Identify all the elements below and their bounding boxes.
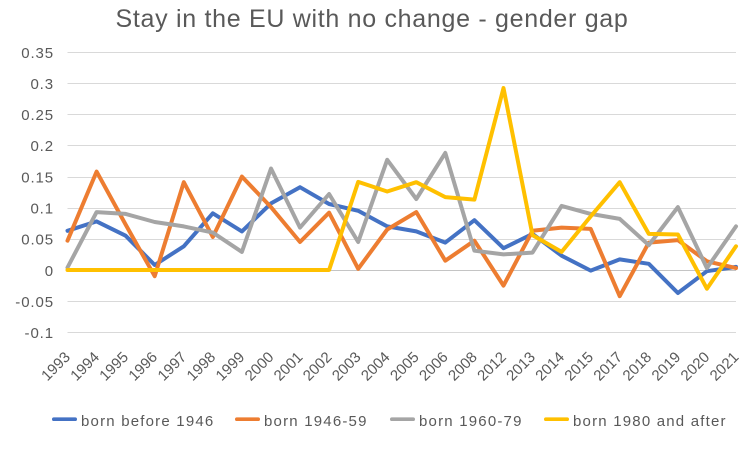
svg-text:-0.1: -0.1 bbox=[25, 325, 54, 342]
svg-text:0.25: 0.25 bbox=[21, 107, 54, 124]
svg-text:0: 0 bbox=[45, 263, 54, 280]
svg-text:born 1980 and after: born 1980 and after bbox=[573, 413, 727, 430]
svg-text:0.1: 0.1 bbox=[30, 201, 54, 218]
svg-text:0.2: 0.2 bbox=[30, 138, 54, 155]
svg-text:0.05: 0.05 bbox=[21, 232, 54, 249]
svg-text:born 1946-59: born 1946-59 bbox=[264, 413, 368, 430]
svg-text:Stay in the EU with no change: Stay in the EU with no change - gender g… bbox=[115, 5, 628, 33]
svg-text:born 1960-79: born 1960-79 bbox=[419, 413, 523, 430]
svg-text:0.35: 0.35 bbox=[21, 45, 54, 62]
svg-text:born before 1946: born before 1946 bbox=[81, 413, 214, 430]
svg-text:0.15: 0.15 bbox=[21, 169, 54, 186]
svg-text:-0.05: -0.05 bbox=[15, 294, 54, 311]
svg-text:0.3: 0.3 bbox=[30, 76, 54, 93]
